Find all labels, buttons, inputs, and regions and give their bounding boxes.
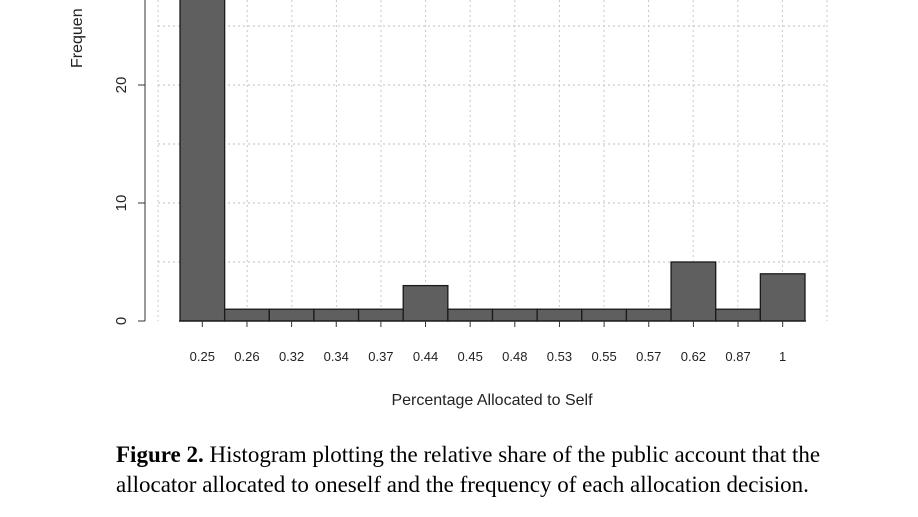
x-tick-label: 0.53: [547, 349, 572, 364]
x-tick-label: 0.87: [725, 349, 750, 364]
x-tick-label: 0.48: [502, 349, 527, 364]
x-tick-label: 0.44: [413, 349, 438, 364]
bars: [179, 0, 806, 322]
histogram-bar: [179, 0, 226, 322]
histogram-bar: [491, 308, 538, 322]
y-tick-label: 0: [113, 317, 130, 325]
caption-text: Histogram plotting the relative share of…: [116, 442, 821, 497]
y-tick-label: 10: [113, 195, 130, 212]
y-tick-label: 20: [113, 77, 130, 94]
histogram-bar: [715, 308, 762, 322]
x-tick-label: 0.32: [279, 349, 304, 364]
histogram-chart: 0.25 0.26 0.32 0.34 0.37 0.44 0.45 0.48 0.53 0.55…: [69, 0, 828, 409]
figure-caption: Figure 2. Histogram plotting the relativ…: [116, 440, 906, 500]
x-tick-label: 0.57: [636, 349, 661, 364]
histogram-bar: [447, 308, 494, 322]
histogram-bar: [402, 284, 449, 322]
x-tick-label: 0.55: [591, 349, 616, 364]
x-tick-label: 0.37: [368, 349, 393, 364]
histogram-bar: [223, 308, 270, 322]
y-axis-label: Frequen: [69, 8, 86, 68]
axes: 0.25 0.26 0.32 0.34 0.37 0.44 0.45 0.48 0.53 0.55…: [113, 0, 806, 364]
gridlines: [157, 0, 828, 321]
x-tick-label: 0.45: [458, 349, 483, 364]
histogram-bar: [759, 273, 806, 322]
histogram-bar: [268, 308, 315, 322]
x-axis-label: Percentage Allocated to Self: [391, 392, 593, 409]
histogram-bar: [670, 261, 717, 322]
histogram-bar: [313, 308, 360, 322]
caption-label: Figure 2.: [116, 442, 204, 467]
x-tick-label: 0.25: [190, 349, 215, 364]
histogram-bar: [536, 308, 583, 322]
x-tick-label: 0.62: [681, 349, 706, 364]
histogram-bar: [357, 308, 404, 322]
x-tick-label: 0.26: [234, 349, 259, 364]
histogram-bar: [581, 308, 628, 322]
x-tick-label: 0.34: [324, 349, 349, 364]
histogram-bar: [625, 308, 672, 322]
x-tick-label: 1: [779, 349, 786, 364]
